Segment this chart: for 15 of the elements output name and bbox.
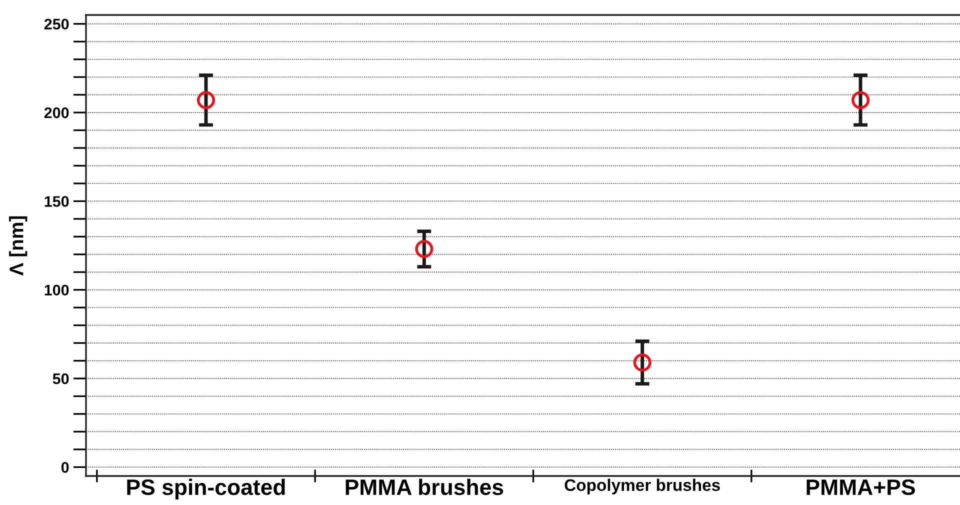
y-tick-label: 50 [52, 373, 69, 384]
y-tick-label: 250 [44, 18, 69, 30]
x-tick-label: PS spin-coated [127, 478, 285, 500]
y-tick-label: 0 [61, 462, 69, 473]
point [196, 91, 216, 110]
point [633, 353, 652, 372]
y-tick-label: 150 [44, 196, 69, 207]
x-tick-label: PMMA brushes [346, 478, 504, 496]
y-tick-label: 100 [44, 284, 69, 296]
x-tick-label: Copolymer brushes [564, 478, 720, 494]
point [851, 91, 870, 110]
point [415, 240, 434, 258]
x-tick-label: PMMA+PS [806, 479, 915, 496]
y-axis-title: Λ [nm] [9, 216, 28, 276]
y-tick-label: 200 [44, 107, 69, 118]
